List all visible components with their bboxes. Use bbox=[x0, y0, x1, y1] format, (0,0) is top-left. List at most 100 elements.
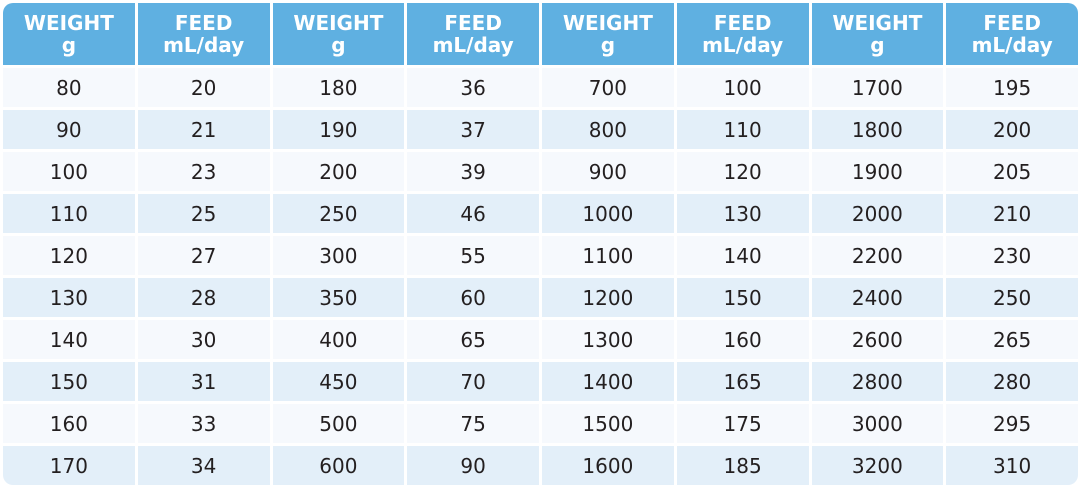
table-row: 140 30 400 65 1300 160 2600 265 bbox=[3, 320, 1078, 359]
table-cell: 310 bbox=[946, 446, 1078, 485]
header-cell: WEIGHT g bbox=[272, 3, 405, 65]
header-unit: mL/day bbox=[163, 33, 245, 57]
table-body: 80 20 180 36 700 100 1700 195 90 21 190 37 800 110 180… bbox=[3, 68, 1078, 485]
header-label: WEIGHT bbox=[562, 11, 653, 35]
table-cell: 2400 bbox=[811, 278, 944, 317]
table-cell: 100 bbox=[676, 68, 809, 107]
table-header: WEIGHT g FEED mL/day WEIGHT g FEED mL/day WEIGHT… bbox=[3, 3, 1078, 65]
header-unit: g bbox=[61, 33, 77, 57]
table-cell: 150 bbox=[3, 362, 135, 401]
table-cell: 28 bbox=[137, 278, 270, 317]
table-cell: 110 bbox=[676, 110, 809, 149]
header-unit: g bbox=[600, 33, 616, 57]
table-cell: 175 bbox=[676, 404, 809, 443]
table-cell: 27 bbox=[137, 236, 270, 275]
table-cell: 46 bbox=[407, 194, 539, 233]
header-cell: WEIGHT g bbox=[542, 3, 674, 65]
table-cell: 130 bbox=[676, 194, 809, 233]
table-cell: 33 bbox=[137, 404, 270, 443]
table-cell: 185 bbox=[676, 446, 809, 485]
table-row: 100 23 200 39 900 120 1900 205 bbox=[3, 152, 1078, 191]
header-cell: WEIGHT g bbox=[3, 3, 135, 65]
table-cell: 230 bbox=[946, 236, 1078, 275]
header-cell: WEIGHT g bbox=[811, 3, 944, 65]
table-cell: 1800 bbox=[811, 110, 944, 149]
table-cell: 170 bbox=[3, 446, 135, 485]
table-cell: 250 bbox=[946, 278, 1078, 317]
table-cell: 100 bbox=[3, 152, 135, 191]
table-cell: 160 bbox=[676, 320, 809, 359]
table-row: 120 27 300 55 1100 140 2200 230 bbox=[3, 236, 1078, 275]
table-row: 160 33 500 75 1500 175 3000 295 bbox=[3, 404, 1078, 443]
table-cell: 21 bbox=[137, 110, 270, 149]
table-cell: 23 bbox=[137, 152, 270, 191]
table-cell: 65 bbox=[407, 320, 539, 359]
header-cell: FEED mL/day bbox=[407, 3, 539, 65]
header-label: FEED bbox=[983, 11, 1041, 35]
table-cell: 1200 bbox=[542, 278, 674, 317]
table-cell: 2600 bbox=[811, 320, 944, 359]
table-row: 110 25 250 46 1000 130 2000 210 bbox=[3, 194, 1078, 233]
header-row: WEIGHT g FEED mL/day WEIGHT g FEED mL/day WEIGHT… bbox=[3, 3, 1078, 65]
table-cell: 140 bbox=[676, 236, 809, 275]
table-cell: 1100 bbox=[542, 236, 674, 275]
table-cell: 160 bbox=[3, 404, 135, 443]
table-cell: 2000 bbox=[811, 194, 944, 233]
table-cell: 600 bbox=[272, 446, 405, 485]
header-label: FEED bbox=[444, 11, 502, 35]
table-cell: 25 bbox=[137, 194, 270, 233]
table-cell: 295 bbox=[946, 404, 1078, 443]
table-cell: 90 bbox=[407, 446, 539, 485]
table-cell: 190 bbox=[272, 110, 405, 149]
table-cell: 1400 bbox=[542, 362, 674, 401]
table-cell: 1600 bbox=[542, 446, 674, 485]
table-cell: 165 bbox=[676, 362, 809, 401]
table-cell: 34 bbox=[137, 446, 270, 485]
table-cell: 300 bbox=[272, 236, 405, 275]
table-cell: 195 bbox=[946, 68, 1078, 107]
header-label: WEIGHT bbox=[832, 11, 923, 35]
header-unit: g bbox=[331, 33, 346, 57]
table-cell: 450 bbox=[272, 362, 405, 401]
table-cell: 1700 bbox=[811, 68, 944, 107]
table-cell: 90 bbox=[3, 110, 135, 149]
header-label: WEIGHT bbox=[23, 11, 114, 35]
table-cell: 55 bbox=[407, 236, 539, 275]
header-label: FEED bbox=[174, 11, 233, 35]
header-unit: g bbox=[870, 33, 885, 57]
table-cell: 1900 bbox=[811, 152, 944, 191]
table-cell: 3200 bbox=[811, 446, 944, 485]
table-cell: 280 bbox=[946, 362, 1078, 401]
table-cell: 800 bbox=[542, 110, 674, 149]
header-label: WEIGHT bbox=[293, 11, 384, 35]
table-cell: 20 bbox=[137, 68, 270, 107]
header-cell: FEED mL/day bbox=[946, 3, 1078, 65]
table-cell: 2800 bbox=[811, 362, 944, 401]
table-cell: 60 bbox=[407, 278, 539, 317]
table-cell: 250 bbox=[272, 194, 405, 233]
table-row: 170 34 600 90 1600 185 3200 310 bbox=[3, 446, 1078, 485]
header-unit: mL/day bbox=[971, 33, 1053, 57]
table-cell: 80 bbox=[3, 68, 135, 107]
table-cell: 3000 bbox=[811, 404, 944, 443]
table-cell: 120 bbox=[3, 236, 135, 275]
table-cell: 265 bbox=[946, 320, 1078, 359]
table-cell: 130 bbox=[3, 278, 135, 317]
table-cell: 180 bbox=[272, 68, 405, 107]
table-cell: 75 bbox=[407, 404, 539, 443]
table-row: 90 21 190 37 800 110 1800 200 bbox=[3, 110, 1078, 149]
table-row: 80 20 180 36 700 100 1700 195 bbox=[3, 68, 1078, 107]
table-cell: 36 bbox=[407, 68, 539, 107]
table-cell: 200 bbox=[946, 110, 1078, 149]
header-unit: mL/day bbox=[702, 33, 784, 57]
table-cell: 31 bbox=[137, 362, 270, 401]
table-row: 150 31 450 70 1400 165 2800 280 bbox=[3, 362, 1078, 401]
table-cell: 1500 bbox=[542, 404, 674, 443]
table-cell: 2200 bbox=[811, 236, 944, 275]
table-cell: 1000 bbox=[542, 194, 674, 233]
header-label: FEED bbox=[713, 11, 772, 35]
table-cell: 150 bbox=[676, 278, 809, 317]
table-cell: 30 bbox=[137, 320, 270, 359]
header-cell: FEED mL/day bbox=[676, 3, 809, 65]
